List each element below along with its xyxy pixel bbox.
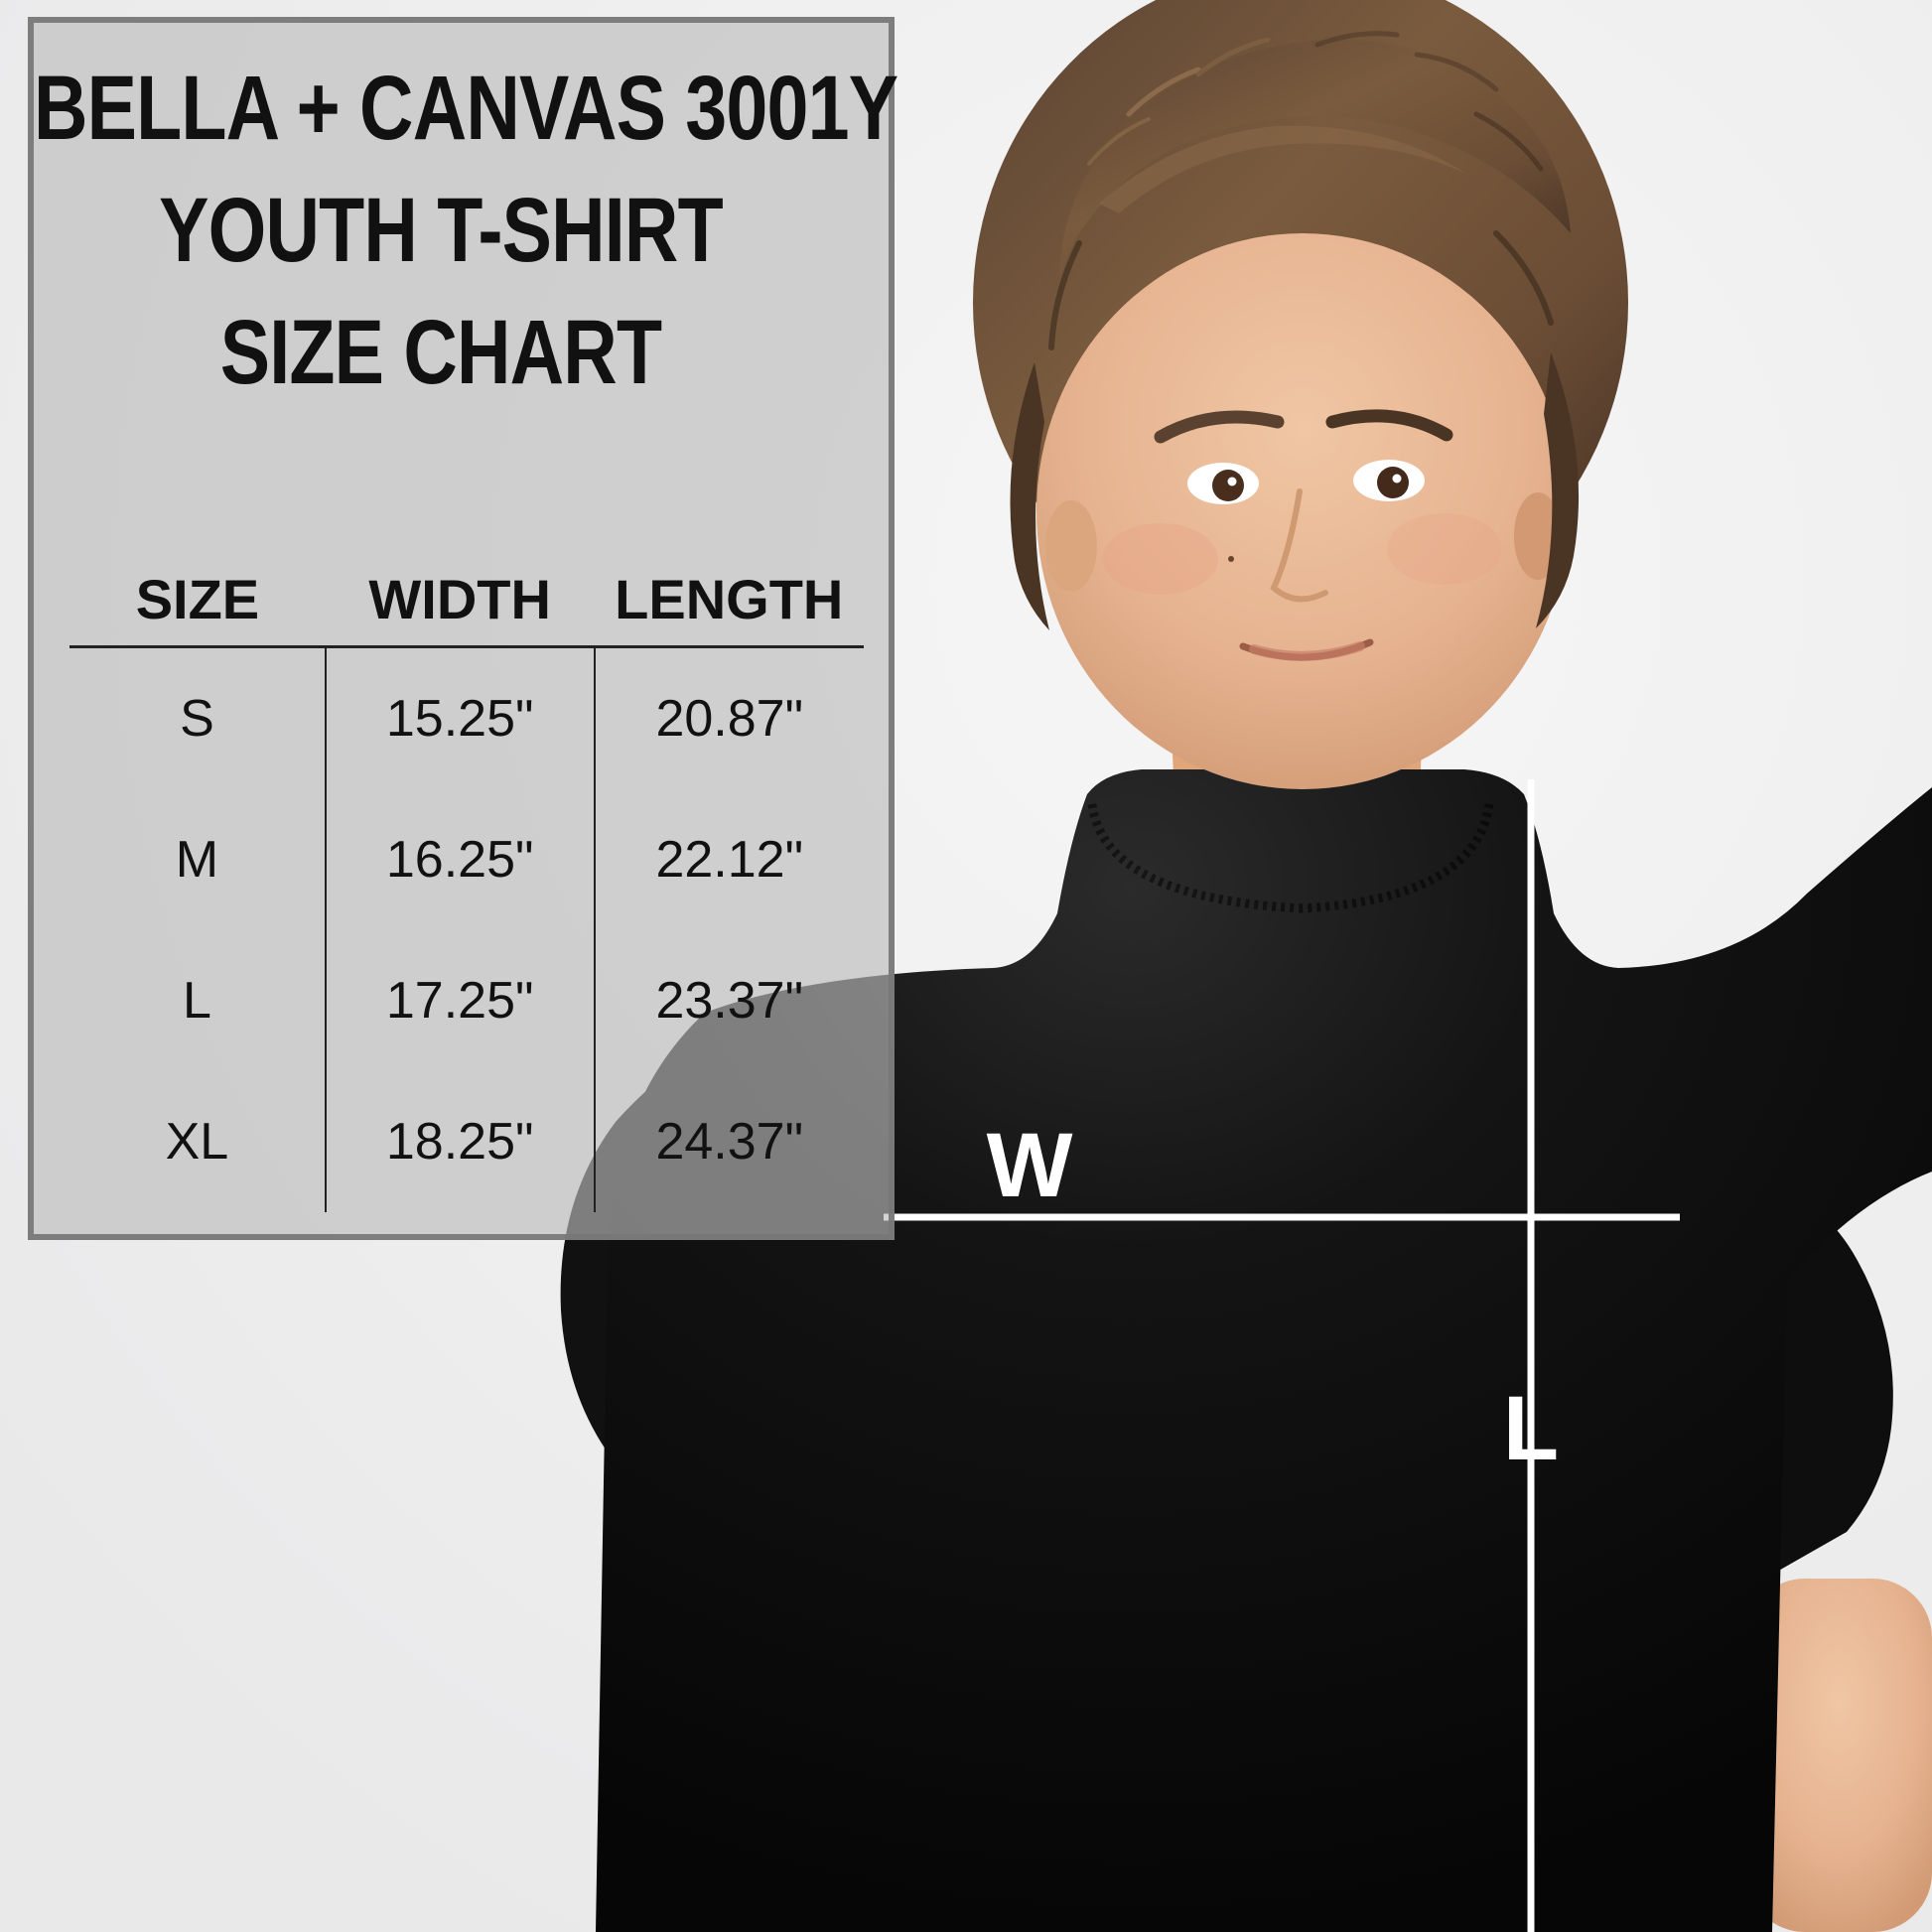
svg-text:W: W (987, 1115, 1073, 1216)
svg-text:L: L (1503, 1378, 1559, 1479)
